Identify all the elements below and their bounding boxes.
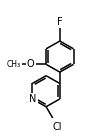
Text: O: O [27,59,35,69]
Text: N: N [29,94,36,104]
Text: Cl: Cl [52,122,62,131]
Text: CH₃: CH₃ [7,60,21,69]
Text: F: F [57,17,63,27]
